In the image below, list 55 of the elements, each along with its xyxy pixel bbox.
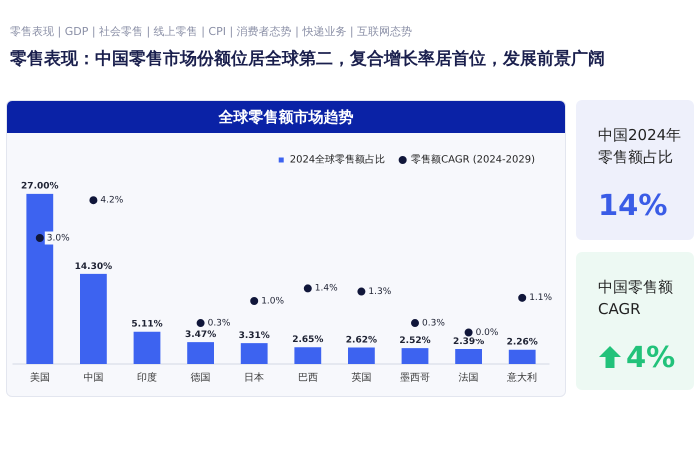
- text: 零售表现：中国零售市场份额位居全球第二，复合增长率居首位，发展前景广阔: [10, 48, 605, 70]
- data-label: 27.00%: [21, 182, 59, 192]
- legend-label: 零售额CAGR (2024-2029): [411, 154, 536, 166]
- data-label: 4.2%: [100, 196, 124, 206]
- point: [89, 196, 98, 204]
- point: [357, 288, 366, 296]
- x-tick-label: 中国: [83, 372, 104, 384]
- data-label: 1.1%: [529, 293, 553, 304]
- x-tick-label: 意大利: [506, 372, 538, 384]
- point: [196, 319, 205, 328]
- bar: [455, 348, 482, 364]
- text: 中国零售额CAGR: [598, 277, 674, 320]
- data-label: 3.31%: [238, 330, 270, 341]
- data-label: 2.65%: [292, 335, 324, 346]
- x-tick-label: 美国: [30, 372, 50, 384]
- point: [304, 284, 312, 292]
- x-tick-label: 法国: [458, 372, 479, 384]
- x-tick-label: 英国: [351, 372, 372, 384]
- point: [250, 297, 258, 305]
- point: [518, 294, 526, 302]
- bar: [508, 350, 536, 364]
- point: [36, 234, 44, 242]
- data-label: 0.0%: [476, 328, 499, 338]
- text: 4%: [626, 340, 676, 374]
- data-label: 2.62%: [346, 335, 378, 346]
- bar: [187, 342, 214, 364]
- x-tick-label: 印度: [137, 372, 157, 384]
- data-label: 5.11%: [131, 320, 163, 330]
- bar: [240, 343, 268, 364]
- x-tick-label: 巴西: [298, 372, 318, 384]
- bar: [134, 332, 160, 364]
- bar: [348, 347, 375, 364]
- data-label: 3.47%: [184, 330, 216, 340]
- x-tick-label: 德国: [190, 372, 211, 384]
- data-label: 3.0%: [46, 233, 70, 244]
- point: [411, 319, 419, 328]
- x-tick-label: 日本: [244, 372, 264, 384]
- x-tick-label: 墨西哥: [400, 372, 430, 384]
- bar: [80, 274, 107, 364]
- data-label: 0.3%: [208, 318, 231, 328]
- bar: [294, 347, 322, 364]
- bar: [402, 348, 428, 364]
- data-label: 14.30%: [74, 262, 112, 272]
- data-label: 2.26%: [506, 338, 538, 348]
- text: 中国2024年零售额占比: [598, 125, 682, 168]
- data-label: 1.3%: [368, 286, 392, 297]
- text: 14%: [598, 188, 668, 222]
- data-label: 2.52%: [399, 336, 431, 346]
- legend-label: 2024全球零售额占比: [290, 154, 386, 166]
- chart-title: 全球零售额市场趋势: [7, 101, 565, 133]
- data-label: 0.3%: [422, 318, 446, 328]
- point: [464, 328, 473, 336]
- text: 零售表现 | GDP | 社会零售 | 线上零售 | CPI | 消费者态势 | 快递业务 | 互联网态势: [10, 24, 412, 39]
- data-label: 1.4%: [314, 284, 338, 294]
- data-label: 1.0%: [261, 296, 285, 306]
